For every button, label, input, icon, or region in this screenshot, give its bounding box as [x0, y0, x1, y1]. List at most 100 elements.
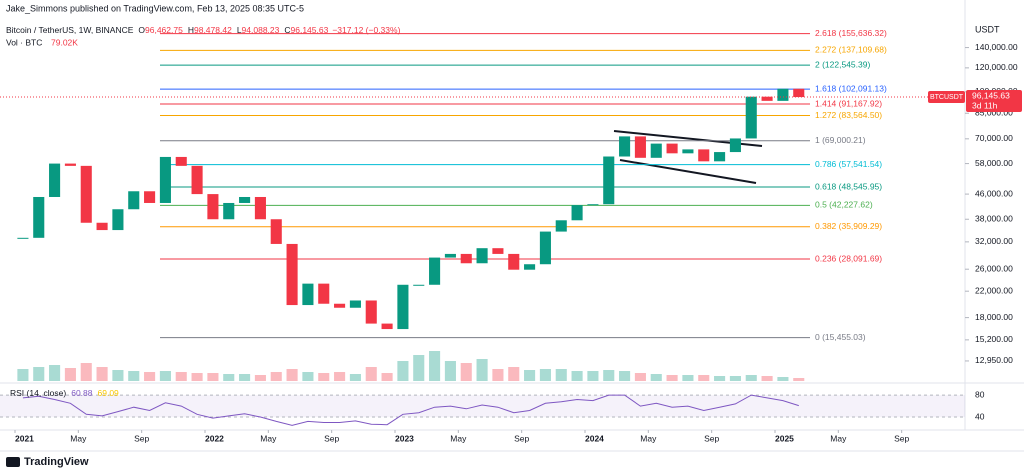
candle [444, 253, 456, 258]
ohlc-value: 96,145.63 [291, 25, 329, 35]
ohlc-value: 96,462.75 [145, 25, 183, 35]
y-tick-label: 140,000.00 [975, 42, 1018, 52]
ohlc-key: O [138, 25, 145, 35]
volume-bar [793, 378, 805, 381]
candle [80, 165, 92, 223]
volume-bar [64, 368, 76, 381]
volume-bar [159, 371, 171, 381]
fib-label: 2.272 (137,109.68) [815, 45, 887, 55]
ohlc-key: C [284, 25, 290, 35]
volume-bar [729, 376, 741, 381]
volume-label: Vol · BTC [6, 37, 42, 47]
volume-bar [650, 374, 662, 381]
y-tick-label: 12,950.00 [975, 355, 1013, 365]
candle [49, 163, 61, 197]
candle [334, 303, 346, 308]
volume-bar [666, 375, 678, 381]
ohlc-value: 94,088.23 [242, 25, 280, 35]
rsi-value: 60.88 [71, 388, 93, 398]
rsi-title: RSI (14, close) [10, 388, 66, 398]
candle [302, 283, 314, 306]
x-tick-label: 2021 [15, 433, 34, 443]
volume-bar [33, 367, 45, 381]
candle [64, 163, 76, 166]
candle [96, 222, 108, 231]
candle [33, 196, 45, 238]
x-tick-label: Sep [894, 433, 909, 443]
publisher: Jake_Simmons published on TradingView.co… [6, 3, 304, 13]
fib-label: 0.382 (35,909.29) [815, 221, 882, 231]
candle [175, 156, 187, 166]
y-tick-label: 32,000.00 [975, 236, 1013, 246]
fib-label: 2.618 (155,636.32) [815, 28, 887, 38]
volume-bar [603, 370, 615, 381]
axis-unit: USDT [975, 24, 1000, 34]
fib-label: 1.414 (91,167.92) [815, 98, 882, 108]
candle [587, 204, 599, 206]
x-tick-label: May [450, 433, 467, 443]
volume-bar [191, 373, 203, 381]
fib-label: 0.236 (28,091.69) [815, 253, 882, 263]
y-tick-label: 38,000.00 [975, 213, 1013, 223]
volume-bar [239, 374, 251, 381]
fib-label: 0 (15,455.03) [815, 332, 866, 342]
symbol-legend: Bitcoin / TetherUS, 1W, BINANCE O96,462.7… [6, 25, 401, 35]
volume-bar [49, 365, 61, 381]
candle [349, 300, 361, 308]
volume-bar [270, 372, 282, 381]
symbol-tag-text: BTCUSDT [930, 94, 964, 101]
candle [270, 219, 282, 244]
volume-bar [413, 355, 425, 381]
candle [191, 165, 203, 195]
x-tick-label: May [70, 433, 87, 443]
ohlc-key: H [188, 25, 194, 35]
candle [365, 300, 377, 324]
volume-value: 79.02K [51, 37, 78, 47]
candle [571, 205, 583, 221]
candle [555, 220, 567, 232]
candle [492, 248, 504, 254]
y-tick-label: 46,000.00 [975, 188, 1013, 198]
volume-bar [365, 367, 377, 381]
x-tick-label: Sep [324, 433, 339, 443]
candle [397, 284, 409, 330]
fib-label: 1.618 (102,091.13) [815, 83, 887, 93]
price-tag [966, 90, 1022, 113]
channel-line [619, 159, 757, 184]
volume-bar [80, 363, 92, 381]
y-tick-label: 26,000.00 [975, 263, 1013, 273]
volume-bar [254, 375, 266, 381]
volume-bar [381, 373, 393, 381]
candle [413, 284, 425, 286]
volume-bar [207, 373, 219, 381]
candle [666, 143, 678, 154]
volume-bar [144, 372, 156, 381]
x-tick-label: 2023 [395, 433, 414, 443]
candle [714, 152, 726, 162]
candle [793, 88, 805, 98]
rsi-legend: RSI (14, close) 60.88 69.09 [10, 388, 119, 398]
y-tick-label: 58,000.00 [975, 158, 1013, 168]
volume-bar [286, 369, 298, 381]
candle [524, 264, 536, 270]
fib-label: 0.786 (57,541.54) [815, 159, 882, 169]
candle [254, 196, 266, 220]
symbol: Bitcoin / TetherUS, 1W, BINANCE [6, 25, 134, 35]
candle [745, 96, 757, 139]
volume-bar [17, 369, 29, 381]
rsi-tick-label: 80 [975, 389, 985, 399]
volume-bar [698, 375, 710, 381]
candle [476, 248, 488, 264]
candle [207, 194, 219, 220]
candle [128, 191, 140, 210]
fib-label: 0.618 (48,545.95) [815, 181, 882, 191]
volume-bar [175, 372, 187, 381]
candle [286, 243, 298, 306]
rsi-ma: 69.09 [98, 388, 120, 398]
volume-bar [634, 373, 646, 381]
y-tick-label: 70,000.00 [975, 133, 1013, 143]
candle [239, 196, 251, 203]
candle [223, 202, 235, 220]
